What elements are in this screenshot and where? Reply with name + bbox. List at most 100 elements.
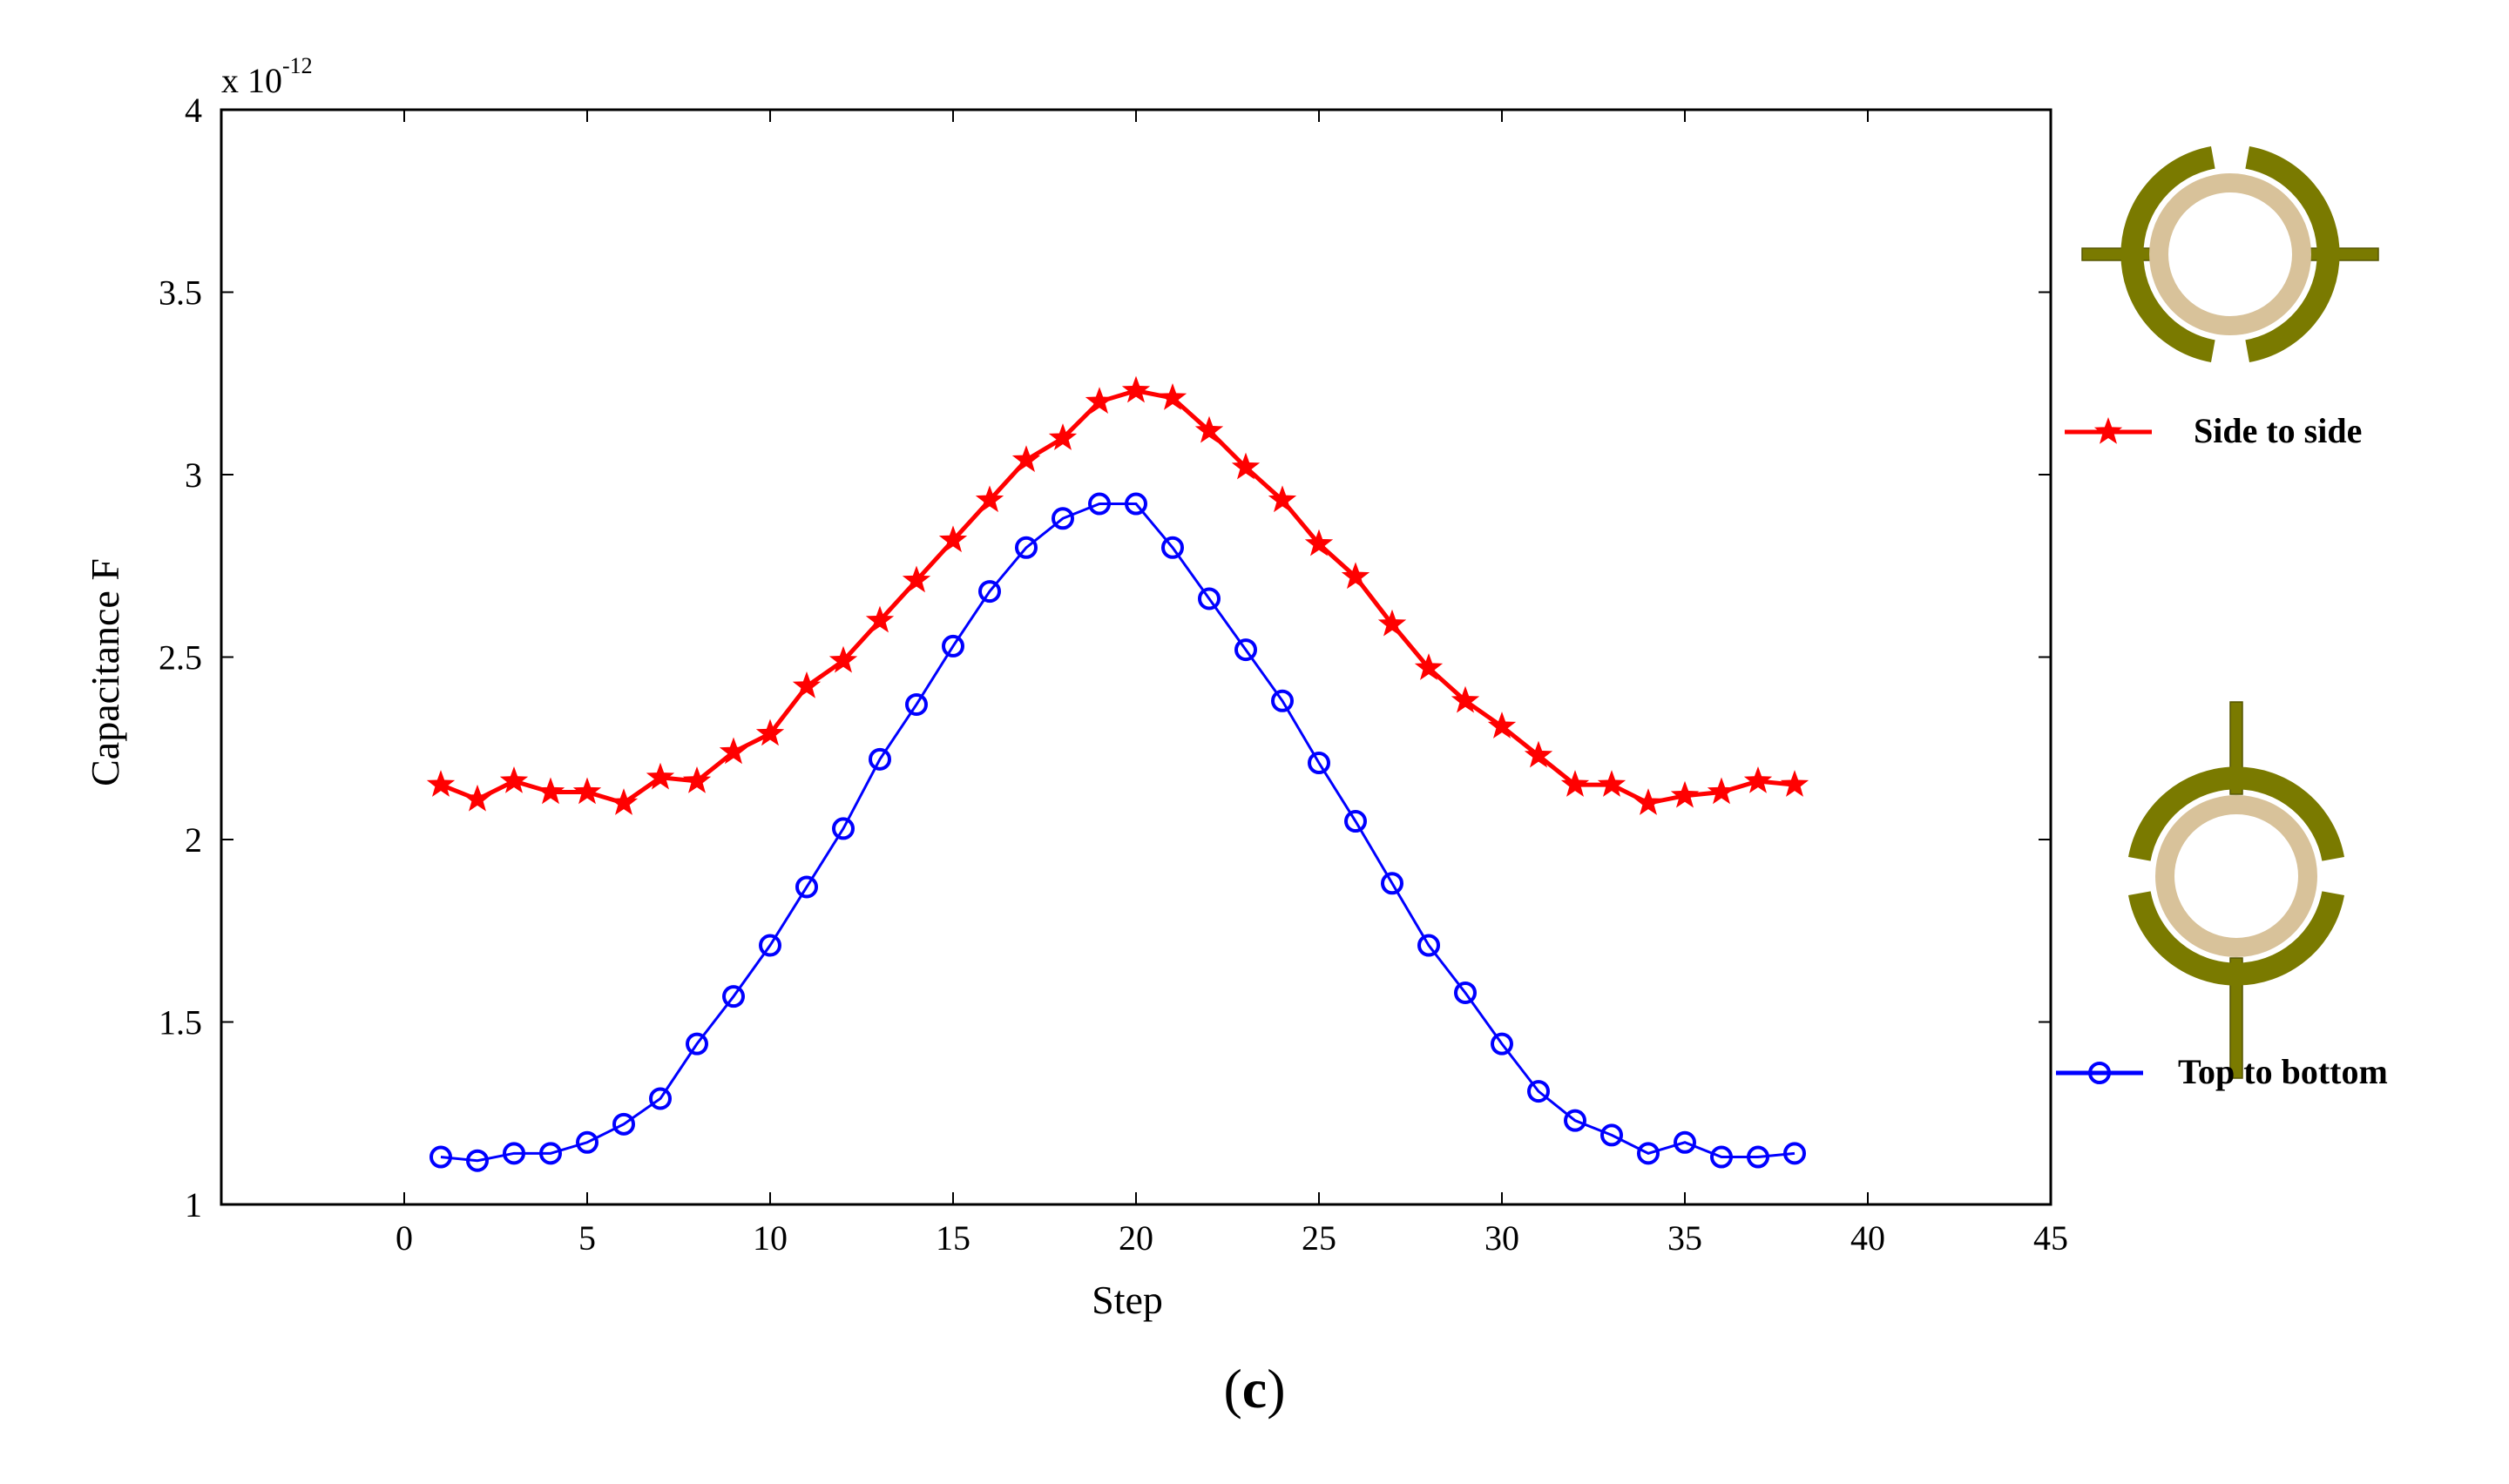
data-point-circle: [1088, 492, 1111, 516]
y-axis: 1 1.5 2 2.5 3 3.5 4: [159, 91, 2051, 1224]
y-tick-label: 3.5: [159, 273, 202, 313]
data-point-star: [1743, 766, 1773, 793]
y-multiplier-label: x 10-12: [221, 53, 313, 100]
bottom-electrode-arc: [2128, 891, 2344, 986]
data-point-circle: [1564, 1109, 1586, 1132]
right-electrode-arc: [2245, 146, 2340, 362]
series-line-1: [440, 503, 1796, 1163]
data-point-circle: [759, 934, 781, 957]
series-line-0: [440, 388, 1796, 806]
legend-label-side: Side to side: [2194, 411, 2362, 450]
data-point-star: [755, 718, 785, 746]
legend-star-marker: [2093, 417, 2123, 444]
data-point-circle: [576, 1130, 599, 1154]
data-point-circle: [905, 692, 928, 716]
x-tick-label: 40: [1850, 1218, 1885, 1258]
data-point-circle: [649, 1087, 672, 1110]
data-point-star: [463, 784, 492, 812]
data-point-circle: [686, 1032, 708, 1056]
data-point-star: [719, 737, 748, 765]
subfigure-label: (c): [1223, 1358, 1286, 1420]
legend-entry-side-to-side: Side to side: [2065, 411, 2362, 450]
data-point-star: [1780, 770, 1809, 797]
data-point-star: [792, 671, 822, 698]
y-tick-label: 1: [185, 1185, 202, 1224]
data-point-star: [646, 762, 675, 790]
legend-circle-marker: [2088, 1062, 2111, 1084]
data-point-circle: [795, 875, 818, 899]
data-point-circle: [1491, 1032, 1513, 1056]
pipe-ring: [2149, 173, 2311, 335]
data-point-circle: [1674, 1130, 1696, 1154]
legend-label-top: Top to bottom: [2178, 1052, 2388, 1091]
data-point-star: [682, 766, 712, 793]
data-point-star: [902, 565, 931, 593]
top-to-bottom-electrode-diagram: [2128, 701, 2344, 1079]
plot-frame: [220, 108, 2053, 1206]
x-tick-label: 0: [396, 1218, 413, 1258]
data-point-star: [1377, 609, 1407, 637]
data-point-star: [865, 605, 895, 633]
data-point-star: [499, 766, 529, 793]
data-point-star: [1194, 415, 1224, 443]
data-point-circle: [1052, 507, 1074, 530]
data-point-circle: [1417, 934, 1440, 957]
data-point-circle: [1527, 1080, 1550, 1103]
series-layer: [426, 375, 1809, 1172]
x-tick-label: 30: [1484, 1218, 1519, 1258]
y-tick-label: 2.5: [159, 638, 202, 678]
bottom-terminal: [2229, 957, 2243, 1079]
data-point-star: [1158, 383, 1187, 410]
data-point-star: [938, 525, 968, 553]
data-point-star: [1597, 770, 1626, 797]
side-to-side-electrode-diagram: [2081, 146, 2379, 362]
y-tick-label: 3: [185, 455, 202, 495]
data-point-star: [1487, 712, 1517, 739]
data-point-circle: [1308, 752, 1330, 775]
left-electrode-arc: [2120, 146, 2215, 362]
data-point-star: [609, 788, 639, 815]
data-point-circle: [832, 817, 855, 840]
x-tick-label: 20: [1119, 1218, 1153, 1258]
data-point-circle: [1637, 1142, 1660, 1165]
x-axis-title: Step: [1092, 1278, 1163, 1322]
pipe-ring: [2155, 795, 2317, 957]
y-axis-title: Capacitance F: [83, 558, 127, 786]
legend-entry-top-to-bottom: Top to bottom: [2056, 1052, 2388, 1091]
data-point-circle: [1015, 536, 1038, 559]
data-point-circle: [1344, 810, 1367, 833]
data-point-circle: [1600, 1123, 1623, 1147]
data-point-circle: [942, 634, 964, 658]
x-tick-label: 35: [1667, 1218, 1702, 1258]
data-point-circle: [1125, 492, 1147, 516]
data-point-star: [1268, 485, 1297, 513]
data-point-circle: [1783, 1142, 1806, 1165]
x-axis: 0 5 10 15 20 25 30 35 40 45: [396, 110, 2068, 1258]
data-point-star: [536, 777, 565, 805]
data-point-circle: [539, 1142, 562, 1165]
y-tick-label: 1.5: [159, 1003, 202, 1042]
data-point-star: [572, 777, 602, 805]
data-point-star: [1560, 770, 1590, 797]
data-point-star: [1011, 445, 1041, 472]
x-tick-label: 15: [936, 1218, 970, 1258]
y-tick-label: 2: [185, 820, 202, 860]
data-point-star: [1670, 780, 1700, 808]
x-tick-label: 25: [1302, 1218, 1336, 1258]
data-point-circle: [429, 1145, 452, 1169]
data-point-circle: [1454, 981, 1477, 1004]
data-point-star: [426, 770, 456, 797]
data-point-star: [1121, 375, 1151, 403]
x-tick-label: 5: [578, 1218, 596, 1258]
data-point-circle: [503, 1142, 525, 1165]
data-point-circle: [1381, 872, 1403, 895]
data-point-circle: [722, 985, 745, 1008]
x-tick-label: 45: [2033, 1218, 2068, 1258]
data-point-circle: [612, 1112, 635, 1136]
y-tick-label: 4: [185, 91, 202, 130]
data-point-circle: [1161, 536, 1184, 559]
data-point-star: [1451, 685, 1480, 713]
data-point-star: [975, 485, 1004, 513]
data-point-star: [1633, 788, 1663, 815]
